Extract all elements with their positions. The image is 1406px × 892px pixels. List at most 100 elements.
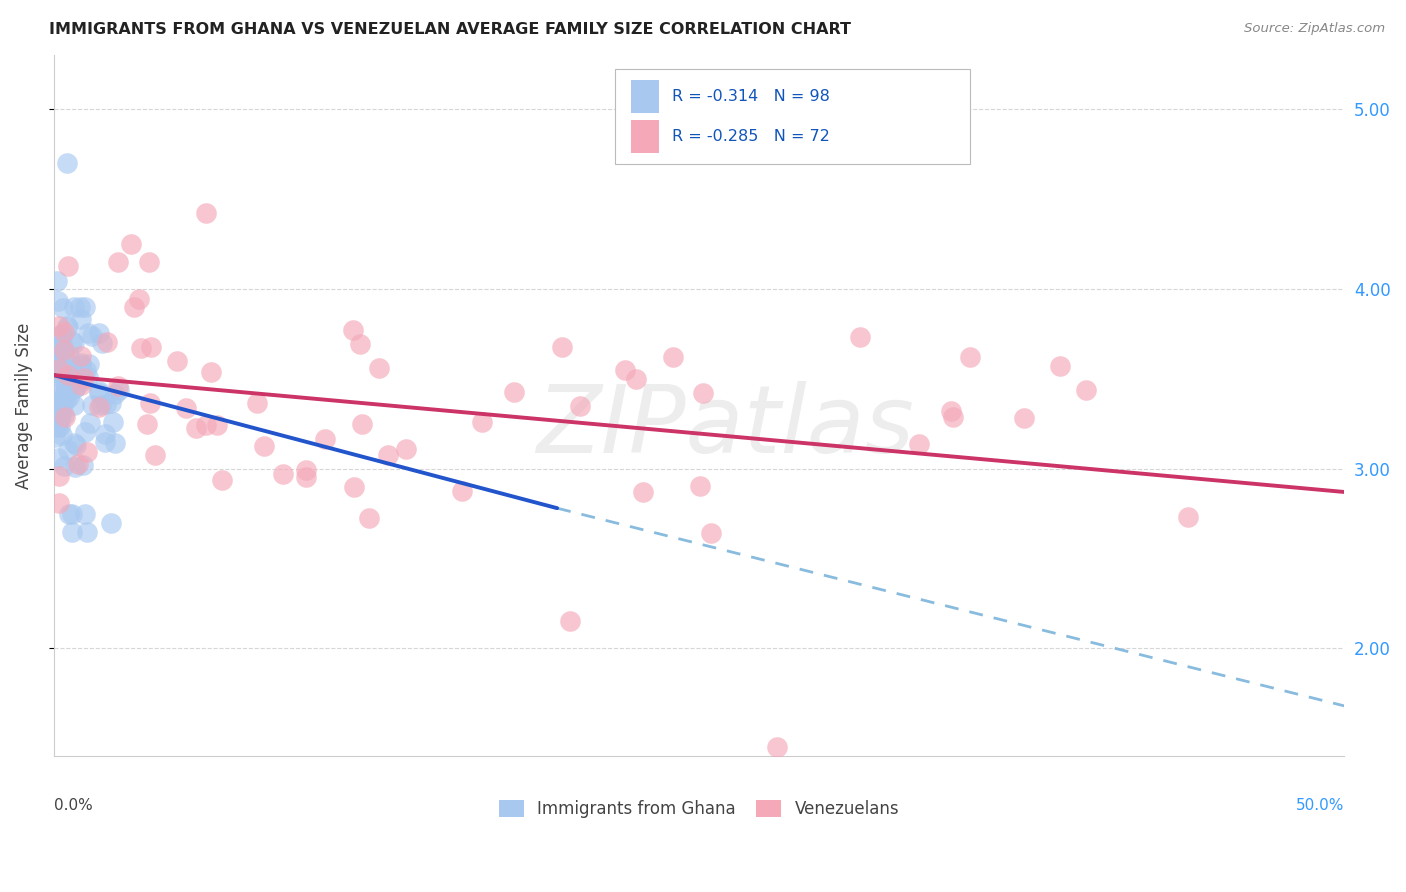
- Point: [53, 409, 76, 423]
- Point: [70, 312, 93, 326]
- Point: [51, 301, 73, 315]
- Point: [395, 442, 418, 456]
- Text: R = -0.314   N = 98: R = -0.314 N = 98: [672, 89, 830, 104]
- Point: [662, 350, 685, 364]
- Text: 0.0%: 0.0%: [53, 798, 93, 813]
- Point: [558, 615, 581, 629]
- Point: [53, 392, 76, 406]
- Point: [907, 437, 929, 451]
- Point: [45, 398, 67, 412]
- Point: [135, 417, 157, 431]
- Point: [73, 371, 96, 385]
- Point: [45, 356, 67, 370]
- Point: [63, 460, 86, 475]
- Point: [80, 398, 103, 412]
- Point: [46, 293, 69, 308]
- Point: [295, 463, 318, 477]
- Point: [53, 458, 76, 473]
- Point: [60, 507, 83, 521]
- Point: [343, 480, 366, 494]
- Point: [49, 420, 72, 434]
- FancyBboxPatch shape: [631, 79, 659, 113]
- Point: [60, 334, 83, 349]
- Text: R = -0.285   N = 72: R = -0.285 N = 72: [672, 129, 830, 144]
- Point: [122, 301, 145, 315]
- Point: [96, 397, 118, 411]
- Point: [692, 385, 714, 400]
- Point: [48, 337, 70, 351]
- Point: [67, 361, 90, 376]
- Point: [44, 430, 66, 444]
- Point: [1177, 510, 1199, 524]
- Point: [53, 325, 76, 339]
- Point: [44, 391, 66, 405]
- Point: [87, 384, 110, 399]
- Point: [55, 156, 77, 170]
- Point: [166, 354, 188, 368]
- Point: [55, 377, 77, 392]
- Y-axis label: Average Family Size: Average Family Size: [15, 323, 32, 489]
- Point: [211, 474, 233, 488]
- Point: [46, 420, 69, 434]
- Point: [58, 373, 80, 387]
- Point: [104, 436, 127, 450]
- Point: [63, 435, 86, 450]
- Point: [87, 326, 110, 340]
- Point: [76, 370, 98, 384]
- Point: [631, 485, 654, 500]
- Point: [65, 379, 87, 393]
- Point: [46, 348, 69, 362]
- Point: [100, 516, 122, 530]
- Point: [48, 469, 70, 483]
- Point: [128, 293, 150, 307]
- Point: [62, 399, 84, 413]
- Point: [87, 400, 110, 414]
- Text: IMMIGRANTS FROM GHANA VS VENEZUELAN AVERAGE FAMILY SIZE CORRELATION CHART: IMMIGRANTS FROM GHANA VS VENEZUELAN AVER…: [49, 22, 851, 37]
- Point: [56, 368, 79, 382]
- Point: [46, 357, 69, 371]
- Point: [200, 366, 222, 380]
- Point: [52, 363, 75, 377]
- Point: [53, 349, 76, 363]
- Point: [49, 409, 72, 424]
- Point: [1049, 359, 1071, 373]
- Point: [48, 399, 70, 413]
- Point: [103, 415, 125, 429]
- Point: [73, 425, 96, 439]
- Point: [107, 255, 129, 269]
- Point: [53, 389, 76, 403]
- Point: [942, 409, 965, 424]
- Point: [69, 349, 91, 363]
- Point: [51, 352, 73, 367]
- Point: [63, 300, 86, 314]
- Point: [51, 337, 73, 351]
- Point: [79, 416, 101, 430]
- Point: [62, 336, 84, 351]
- Point: [91, 335, 114, 350]
- Point: [55, 393, 77, 408]
- Text: 50.0%: 50.0%: [1296, 798, 1344, 813]
- Point: [295, 469, 318, 483]
- Point: [49, 407, 72, 421]
- Point: [80, 329, 103, 343]
- Point: [1012, 411, 1035, 425]
- Point: [53, 343, 76, 358]
- Point: [207, 417, 229, 432]
- Point: [120, 236, 142, 251]
- Point: [87, 386, 110, 401]
- Point: [48, 361, 70, 376]
- Point: [62, 365, 84, 379]
- Point: [1074, 384, 1097, 398]
- Point: [470, 416, 492, 430]
- Point: [108, 383, 131, 397]
- Point: [65, 438, 87, 452]
- Point: [51, 327, 73, 342]
- Point: [568, 399, 591, 413]
- Point: [76, 524, 98, 539]
- Point: [90, 398, 112, 412]
- Point: [377, 448, 399, 462]
- Point: [129, 341, 152, 355]
- Point: [139, 396, 162, 410]
- Point: [66, 457, 89, 471]
- Point: [75, 363, 97, 377]
